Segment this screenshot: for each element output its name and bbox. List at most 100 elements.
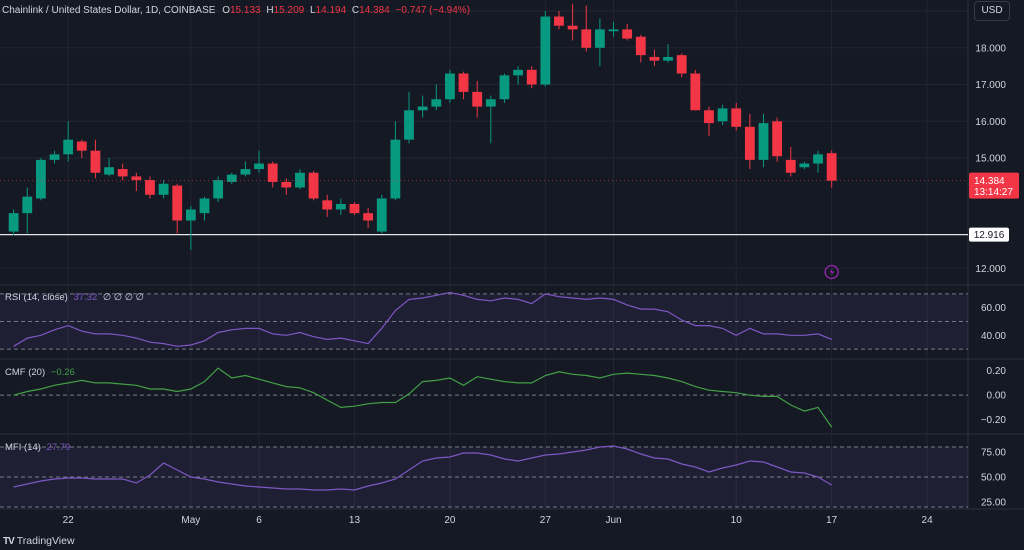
- indicator-y-tick: 25.00: [981, 498, 1006, 509]
- indicator-y-tick: 0.20: [987, 366, 1007, 377]
- candle-body: [731, 108, 742, 127]
- candle-body: [717, 108, 728, 122]
- change-value: −0.747 (−4.94%): [395, 5, 471, 16]
- candle-body: [649, 56, 660, 61]
- candle-body: [267, 163, 278, 182]
- candle-body: [390, 139, 401, 199]
- candle-body: [526, 69, 537, 85]
- indicator-y-tick: 40.00: [981, 331, 1006, 342]
- candle-body: [226, 174, 237, 182]
- candle-body: [704, 110, 714, 124]
- open-value: 15.133: [230, 5, 261, 16]
- candle-body: [417, 106, 428, 111]
- close-value: 14.384: [359, 5, 390, 16]
- candle-body: [785, 159, 796, 173]
- high-label: H: [266, 5, 274, 16]
- y-tick-label: 15.000: [975, 154, 1006, 165]
- rsi-extras: ∅ ∅ ∅ ∅: [102, 292, 144, 303]
- candle-body: [335, 203, 346, 210]
- symbol-header: Chainlink / United States Dollar, 1D, CO…: [2, 5, 470, 16]
- indicator-y-tick: 75.00: [981, 448, 1006, 459]
- x-tick-label: May: [181, 515, 200, 526]
- candle-body: [744, 126, 755, 160]
- candle-body: [363, 213, 374, 221]
- candle-body: [567, 25, 578, 30]
- candle-body: [63, 139, 74, 155]
- candle-body: [349, 203, 360, 214]
- candle-body: [513, 69, 523, 76]
- x-tick-label: 22: [63, 515, 75, 526]
- candle-body: [799, 163, 810, 168]
- countdown-label: 13:14:27: [974, 187, 1013, 198]
- candle-body: [472, 91, 483, 107]
- rsi-title: RSI (14, close): [5, 292, 68, 303]
- candle-body: [540, 16, 551, 85]
- candle-body: [594, 29, 605, 48]
- last-price-label: 14.384: [974, 176, 1005, 187]
- last-price-bg: [969, 172, 1019, 199]
- candle-body: [445, 73, 455, 100]
- candle-body: [813, 154, 823, 164]
- y-tick-label: 17.000: [975, 80, 1006, 91]
- indicator-y-tick: 0.00: [987, 391, 1007, 402]
- mfi-line: [13, 445, 833, 491]
- candle-body: [76, 141, 87, 151]
- x-tick-label: 24: [922, 515, 934, 526]
- rsi-value: 37.32: [73, 292, 98, 303]
- candle-body: [608, 29, 619, 32]
- x-tick-label: 20: [444, 515, 456, 526]
- candle-body: [8, 213, 19, 232]
- candle-body: [635, 36, 646, 56]
- candle-body: [35, 159, 46, 199]
- candle-body: [295, 172, 305, 188]
- candle-body: [104, 167, 114, 175]
- y-tick-label: 12.000: [975, 264, 1006, 275]
- candle-body: [308, 172, 319, 199]
- rsi-legend[interactable]: RSI (14, close) 37.32 ∅ ∅ ∅ ∅: [5, 292, 144, 303]
- currency-button[interactable]: USD: [974, 1, 1010, 21]
- candle-body: [22, 196, 33, 214]
- x-tick-label: 27: [540, 515, 552, 526]
- cmf-title: CMF (20): [5, 367, 46, 378]
- candle-body: [240, 169, 251, 175]
- indicator-y-tick: 50.00: [981, 473, 1006, 484]
- candle-body: [90, 150, 101, 173]
- cmf-legend[interactable]: CMF (20) −0.26: [5, 367, 75, 378]
- candle-body: [145, 180, 155, 195]
- candle-body: [158, 183, 169, 195]
- mfi-legend[interactable]: MFI (14) 27.79: [5, 442, 70, 453]
- candle-body: [281, 181, 292, 188]
- cmf-value: −0.26: [50, 367, 75, 378]
- candle-body: [213, 180, 224, 199]
- candle-body: [117, 169, 128, 177]
- hline-label-bg: [969, 227, 1009, 242]
- cmf-line: [13, 367, 833, 428]
- candle-body: [172, 185, 183, 221]
- tradingview-logo[interactable]: TV TradingView: [3, 535, 75, 547]
- lightning-bolt: [829, 268, 835, 276]
- mfi-title: MFI (14): [5, 442, 41, 453]
- candle-body: [131, 176, 142, 181]
- high-value: 15.209: [273, 5, 305, 16]
- indicator-y-tick: 60.00: [981, 303, 1006, 314]
- rsi-line: [13, 291, 832, 347]
- candle-body: [663, 56, 673, 61]
- candle-body: [458, 73, 469, 92]
- candle-body: [199, 198, 210, 214]
- tradingview-brand: TradingView: [16, 535, 75, 547]
- y-tick-label: 18.000: [975, 43, 1006, 54]
- candle-body: [485, 99, 496, 107]
- close-label: C: [351, 5, 360, 16]
- candle-body: [499, 75, 510, 100]
- x-tick-label: Jun: [605, 515, 621, 526]
- candle-body: [404, 110, 414, 140]
- candle-body: [826, 153, 837, 181]
- candle-body: [185, 209, 196, 221]
- candle-body: [581, 29, 592, 48]
- candle-body: [554, 16, 564, 26]
- x-tick-label: 10: [731, 515, 743, 526]
- candle-body: [322, 200, 333, 210]
